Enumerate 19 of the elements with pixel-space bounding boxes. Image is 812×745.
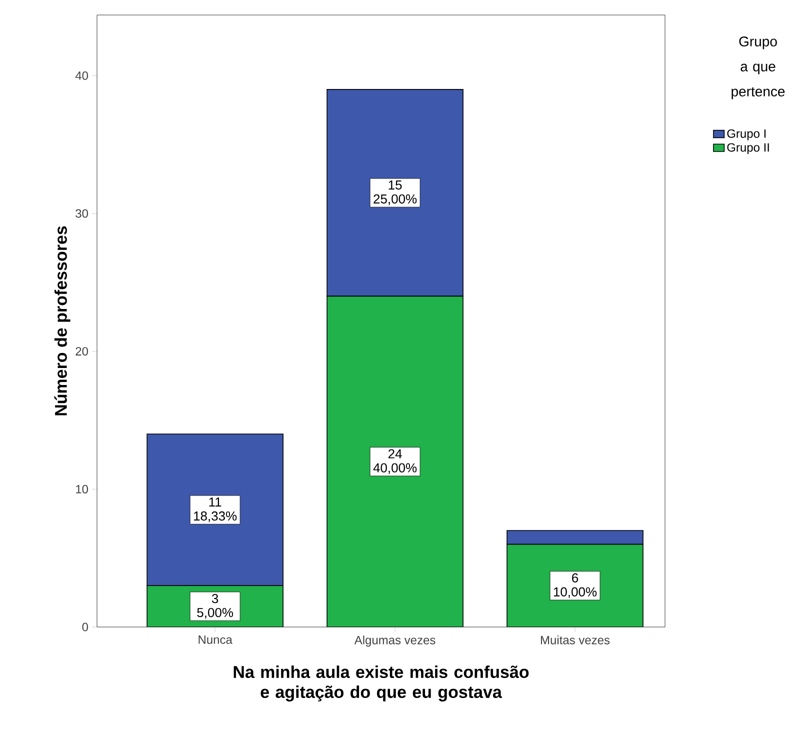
y-tick-label: 0 <box>82 622 88 632</box>
data-label: 6 10,00% <box>554 573 597 598</box>
legend-title: Grupo a que pertence <box>732 36 785 100</box>
y-tick-label: 10 <box>76 484 88 494</box>
y-tick-label: 20 <box>76 347 88 356</box>
x-tick-label: Algumas vezes <box>354 636 436 647</box>
data-label: 3 5,00% <box>197 594 234 619</box>
x-tick-label: Nunca <box>198 636 232 644</box>
y-tick-label: 40 <box>75 71 88 80</box>
data-label: 24 40,00% <box>373 449 417 474</box>
bar <box>327 296 464 627</box>
data-label: 11 18,33% <box>194 498 237 522</box>
x-tick-label: Muitas vezes <box>540 636 610 644</box>
y-tick-label: 30 <box>76 209 88 218</box>
x-axis-title: Na minha aula existe mais confusão e agitação do que eu gostava <box>234 666 529 702</box>
data-label: 15 25,00% <box>374 180 417 206</box>
y-axis-title: Número de professores <box>54 226 70 416</box>
legend-label: Grupo I <box>727 129 766 140</box>
legend-label: Grupo II <box>727 143 769 154</box>
